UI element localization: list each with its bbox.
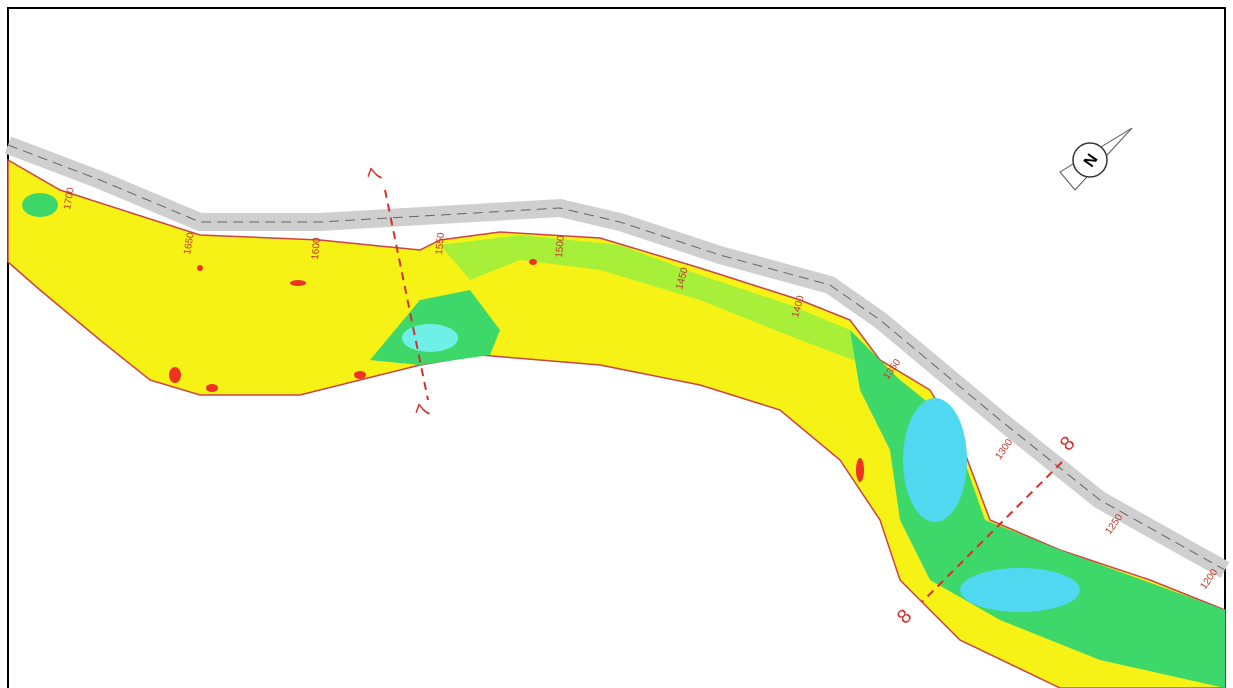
deep-pool: [903, 398, 967, 522]
chainage-label: 1600: [310, 237, 323, 261]
chainage-label: 1550: [434, 232, 447, 256]
deep-pool: [402, 324, 458, 352]
deep-pool: [960, 568, 1080, 612]
chainage-label: 1500: [554, 235, 567, 259]
survey-map: 7 7 8 8 1700 1650 1600 1550 1500 1450 14…: [0, 0, 1233, 688]
deep-pool: [22, 193, 58, 217]
